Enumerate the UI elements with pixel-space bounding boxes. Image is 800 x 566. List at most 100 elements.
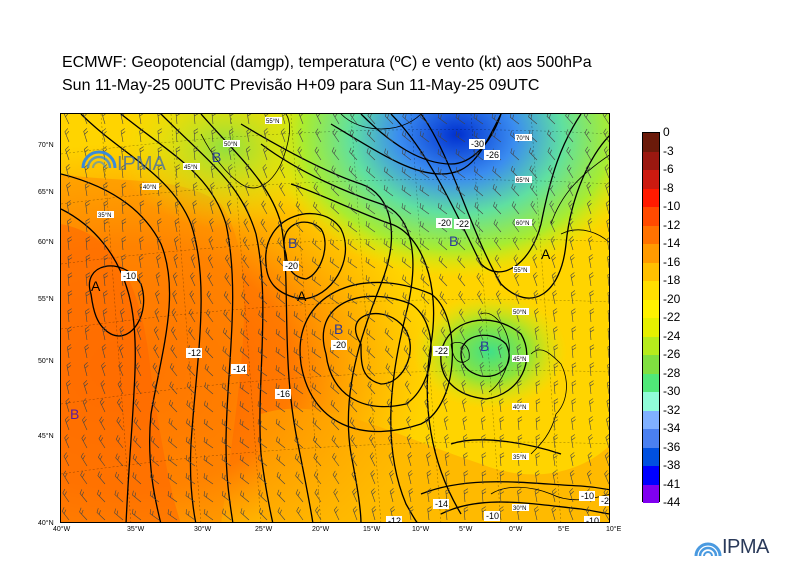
geopotential-contour xyxy=(200,114,314,522)
lon-label: 10°E xyxy=(606,526,622,533)
legend-tick-label: -32 xyxy=(663,402,681,417)
legend-tick-label: -14 xyxy=(663,236,681,250)
legend-tick-label: -12 xyxy=(663,217,681,232)
low-pressure-center: B xyxy=(212,149,221,165)
geopotential-contour xyxy=(265,213,347,300)
map-grid-label: 55°N xyxy=(266,119,279,125)
temperature-contour-label: -14 xyxy=(233,364,246,374)
legend-swatch xyxy=(643,466,659,485)
ipma-logo-icon xyxy=(694,542,722,557)
legend-tick-label: -8 xyxy=(663,180,674,195)
map-grid-label: 50°N xyxy=(513,310,526,316)
temperature-contour-label: -20 xyxy=(285,261,298,271)
chart-title: ECMWF: Geopotencial (damgp), temperatura… xyxy=(62,54,592,71)
legend-swatch xyxy=(643,318,659,337)
temperature-contour-label: -12 xyxy=(188,348,201,358)
geopotential-contour xyxy=(354,312,411,385)
temperature-contour-label: -26 xyxy=(486,150,499,160)
geopotential-contour xyxy=(390,114,582,273)
lon-label: 35°W xyxy=(127,526,145,533)
low-pressure-center: B xyxy=(70,406,79,422)
lat-label: 55°N xyxy=(38,296,54,303)
geopotential-contour xyxy=(299,281,453,432)
legend-tick-label: -44 xyxy=(663,495,681,509)
temperature-contour-label: -10 xyxy=(581,491,594,501)
legend-swatch xyxy=(643,429,659,448)
legend-tick-label: -6 xyxy=(663,162,674,176)
temperature-contour-label: -14 xyxy=(435,499,448,509)
lon-label: 20°W xyxy=(312,526,330,533)
legend-tick-label: -16 xyxy=(663,254,681,269)
color-scale-bar xyxy=(642,132,660,503)
legend-swatch xyxy=(643,281,659,300)
geopotential-contour xyxy=(322,295,432,408)
lat-label: 70°N xyxy=(38,142,54,149)
weather-map: 50°N 45°N 40°N 35°N 55°N 70°N 65°N 60°N 55°N 50°N… xyxy=(60,113,610,523)
geopotential-contour xyxy=(450,439,562,455)
legend-swatch xyxy=(643,373,659,392)
map-grid-label: 35°N xyxy=(513,455,526,461)
lat-label: 50°N xyxy=(38,358,54,365)
legend-tick-label: -10 xyxy=(663,199,681,213)
lon-label: 0°W xyxy=(509,526,523,533)
ipma-map-logo: IPMA xyxy=(81,150,167,175)
legend-swatch xyxy=(643,207,659,226)
map-grid-label: 40°N xyxy=(513,405,526,411)
low-pressure-center: B xyxy=(480,338,489,354)
legend-tick-label: -38 xyxy=(663,458,681,472)
lon-label: 15°W xyxy=(363,526,381,533)
legend-tick-label: -34 xyxy=(663,421,681,435)
geopotential-contour xyxy=(420,114,609,299)
legend-tick-label: -36 xyxy=(663,439,681,454)
lat-label: 60°N xyxy=(38,239,54,246)
map-grid-label: 45°N xyxy=(184,165,197,171)
legend-swatch xyxy=(643,355,659,374)
legend-tick-label: -3 xyxy=(663,143,674,158)
legend-swatch xyxy=(643,392,659,411)
lon-label: 5°W xyxy=(459,526,473,533)
legend-tick-label: -28 xyxy=(663,365,681,380)
legend-swatch xyxy=(643,447,659,466)
temperature-contour-label: -10 xyxy=(123,271,136,281)
map-grid-label: 60°N xyxy=(516,221,529,227)
geopotential-contour xyxy=(460,334,510,377)
geopotential-contour xyxy=(240,123,393,522)
lon-label: 25°W xyxy=(255,526,273,533)
lat-label: 45°N xyxy=(38,433,54,440)
temperature-contour-label: -10 xyxy=(586,516,599,523)
legend-swatch xyxy=(643,225,659,244)
legend-swatch xyxy=(643,484,659,503)
forecast-subtitle: Sun 11-May-25 00UTC Previsão H+09 para S… xyxy=(62,77,540,94)
legend-swatch xyxy=(643,299,659,318)
geopotential-contour xyxy=(160,114,274,522)
low-pressure-center: B xyxy=(334,321,343,337)
geopotential-contour xyxy=(440,319,528,400)
legend-tick-label: 0 xyxy=(663,125,670,139)
temperature-contour-label: -12 xyxy=(388,516,401,523)
map-grid-label: 50°N xyxy=(224,142,237,148)
legend-swatch xyxy=(643,170,659,189)
map-grid-label: 40°N xyxy=(143,185,156,191)
legend-tick-label: -41 xyxy=(663,476,681,491)
temperature-contour-label: -30 xyxy=(471,139,484,149)
high-pressure-center: A xyxy=(541,246,551,262)
legend-tick-label: -24 xyxy=(663,328,681,343)
low-pressure-center: B xyxy=(288,235,297,251)
legend-swatch xyxy=(643,262,659,281)
map-grid-label: 30°N xyxy=(513,506,526,512)
temperature-contour-label: -20 xyxy=(333,340,346,350)
legend-tick-label: -18 xyxy=(663,273,681,287)
geopotential-contour xyxy=(420,481,609,495)
legend-swatch xyxy=(643,410,659,429)
high-pressure-center: A xyxy=(91,278,101,294)
ipma-map-logo-text: IPMA xyxy=(117,153,167,175)
lon-label: 30°W xyxy=(194,526,212,533)
legend-swatch xyxy=(643,244,659,263)
geopotential-contour xyxy=(440,501,609,515)
legend-swatch xyxy=(643,188,659,207)
temperature-contour-label: -20 xyxy=(438,218,451,228)
map-grid-label: 70°N xyxy=(516,136,529,142)
map-grid-label: 65°N xyxy=(516,178,529,184)
temperature-contour-label: -28 xyxy=(601,496,610,506)
geopotential-contour xyxy=(360,114,502,165)
